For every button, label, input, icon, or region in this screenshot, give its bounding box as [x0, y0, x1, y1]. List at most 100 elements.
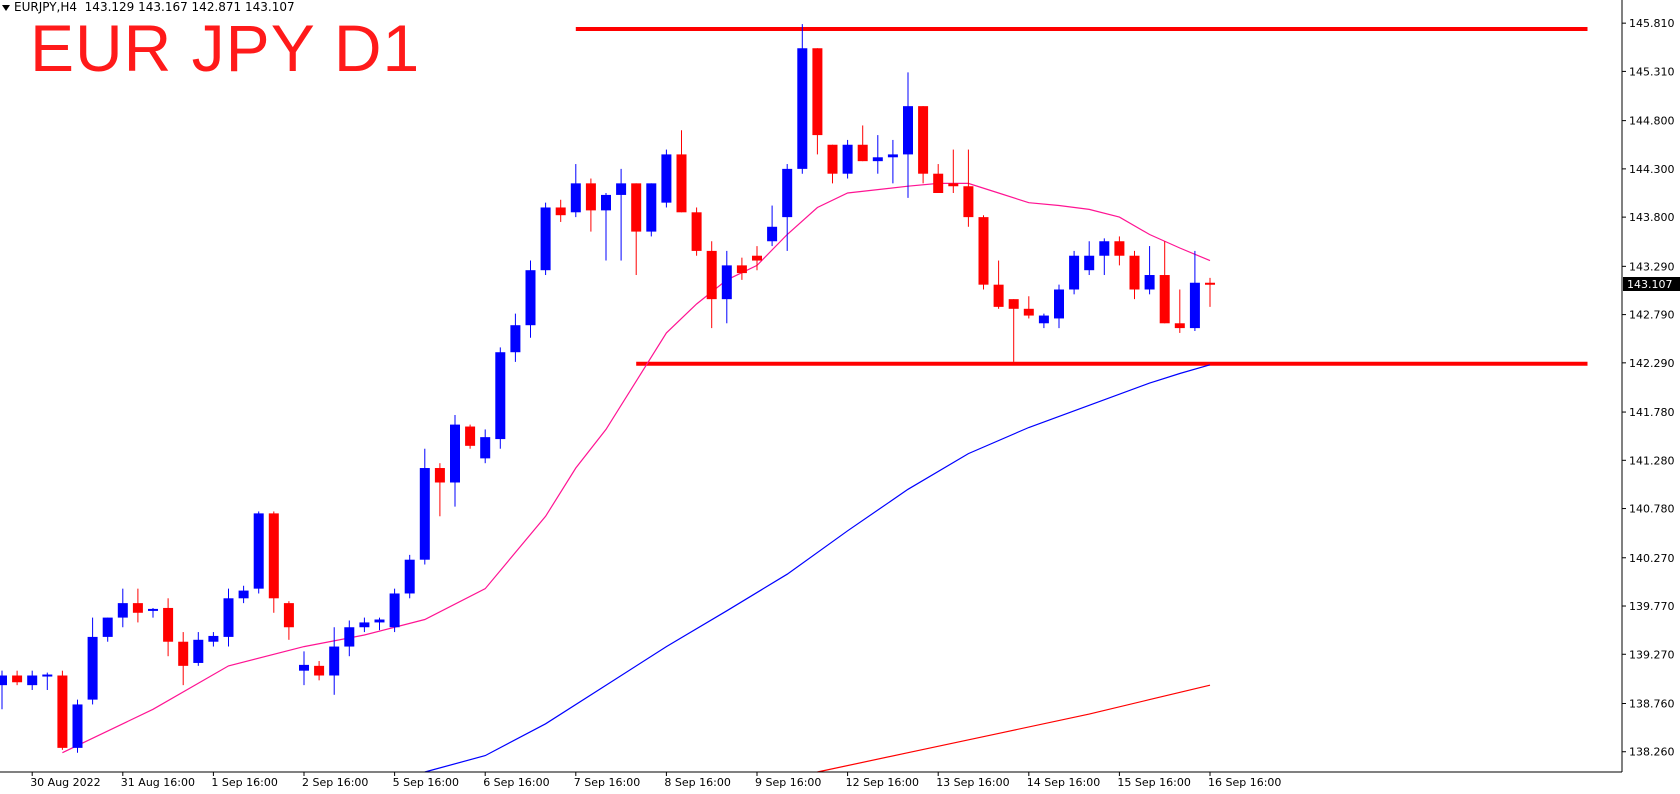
candle — [0, 670, 7, 710]
candle-body — [0, 675, 7, 686]
candle-body — [72, 704, 83, 748]
candle-body — [268, 513, 279, 599]
candle — [1205, 277, 1215, 307]
candle — [585, 178, 596, 232]
candle-body — [736, 265, 747, 274]
current-price-label: 143.107 — [1627, 278, 1673, 291]
candle-body — [1099, 241, 1110, 256]
candle-body — [253, 513, 264, 589]
candle-body — [585, 183, 596, 211]
x-tick-label: 30 Aug 2022 — [30, 776, 100, 789]
candle-body — [948, 183, 959, 187]
candle — [495, 347, 506, 449]
candle — [57, 670, 68, 750]
candle-body — [993, 284, 1004, 307]
candle-body — [132, 603, 143, 613]
candle — [1114, 236, 1125, 266]
candle-body — [465, 426, 476, 446]
candle-body — [1038, 315, 1049, 324]
x-tick-label: 6 Sep 16:00 — [483, 776, 549, 789]
candle — [812, 48, 823, 155]
candle-body — [42, 674, 53, 677]
chart-overlay-title: EUR JPY D1 — [30, 11, 421, 85]
candle — [1008, 299, 1019, 362]
candle — [87, 617, 98, 705]
candle — [223, 588, 234, 647]
candle-body — [827, 144, 838, 174]
candle — [1159, 241, 1170, 324]
candle — [510, 313, 521, 362]
candle — [193, 632, 204, 666]
y-tick-label: 138.760 — [1629, 697, 1675, 710]
y-tick-label: 139.270 — [1629, 648, 1675, 661]
candle — [993, 260, 1004, 309]
candle — [12, 670, 23, 686]
candle — [782, 164, 793, 251]
candle — [661, 149, 672, 208]
candle-body — [329, 646, 340, 676]
x-tick-label: 9 Sep 16:00 — [755, 776, 821, 789]
candle — [570, 164, 581, 218]
candle-body — [27, 675, 38, 686]
x-tick-label: 31 Aug 16:00 — [121, 776, 195, 789]
candle-body — [1144, 275, 1155, 290]
candle — [691, 207, 702, 256]
candle-body — [570, 183, 581, 213]
candle-body — [223, 598, 234, 637]
candle — [419, 448, 430, 565]
candle — [344, 620, 355, 657]
candle — [268, 511, 279, 613]
candles — [0, 24, 1215, 753]
candle — [525, 260, 536, 338]
candle — [948, 149, 959, 193]
dropdown-triangle-icon[interactable] — [2, 4, 10, 11]
candle — [465, 424, 476, 449]
y-tick-label: 144.800 — [1629, 115, 1675, 128]
x-tick-label: 2 Sep 16:00 — [302, 776, 368, 789]
x-tick-label: 13 Sep 16:00 — [936, 776, 1009, 789]
x-tick-label: 5 Sep 16:00 — [393, 776, 459, 789]
candle — [404, 554, 415, 599]
candle-body — [374, 619, 385, 623]
candle — [238, 585, 249, 604]
y-tick-label: 142.290 — [1629, 357, 1675, 370]
candle-body — [887, 154, 898, 158]
candle — [1023, 296, 1034, 319]
candle — [434, 463, 445, 517]
candle-body — [1129, 255, 1140, 290]
candle — [359, 617, 370, 633]
candle-body — [208, 635, 219, 642]
candle-body — [57, 675, 68, 748]
x-tick-label: 16 Sep 16:00 — [1208, 776, 1281, 789]
candle-body — [148, 608, 158, 611]
candle — [148, 607, 158, 618]
candle-body — [238, 590, 249, 599]
candle — [721, 250, 732, 324]
y-tick-label: 143.290 — [1629, 260, 1675, 273]
candle-body — [193, 639, 204, 663]
candle-body — [389, 593, 400, 628]
candle — [299, 651, 309, 686]
candle — [842, 139, 853, 179]
candle-body — [601, 194, 611, 211]
y-tick-label: 141.780 — [1629, 406, 1675, 419]
y-tick-label: 140.780 — [1629, 503, 1675, 516]
y-tick-label: 145.810 — [1629, 17, 1675, 30]
symbol-label: EURJPY,H4 — [14, 0, 78, 14]
x-tick-label: 7 Sep 16:00 — [574, 776, 640, 789]
candle-body — [1023, 308, 1034, 316]
candle-body — [706, 250, 717, 300]
candle-body — [540, 207, 551, 271]
y-tick-label: 141.280 — [1629, 454, 1675, 467]
candle — [1054, 284, 1064, 329]
candle-body — [404, 559, 415, 594]
candle — [314, 661, 325, 681]
candle-body — [555, 207, 566, 216]
ohlc-values: 143.129 143.167 142.871 143.107 — [84, 0, 295, 14]
candle-body — [857, 144, 868, 162]
candle — [1069, 250, 1080, 295]
candle — [1189, 250, 1200, 331]
candle — [480, 429, 491, 464]
candle — [752, 246, 762, 271]
